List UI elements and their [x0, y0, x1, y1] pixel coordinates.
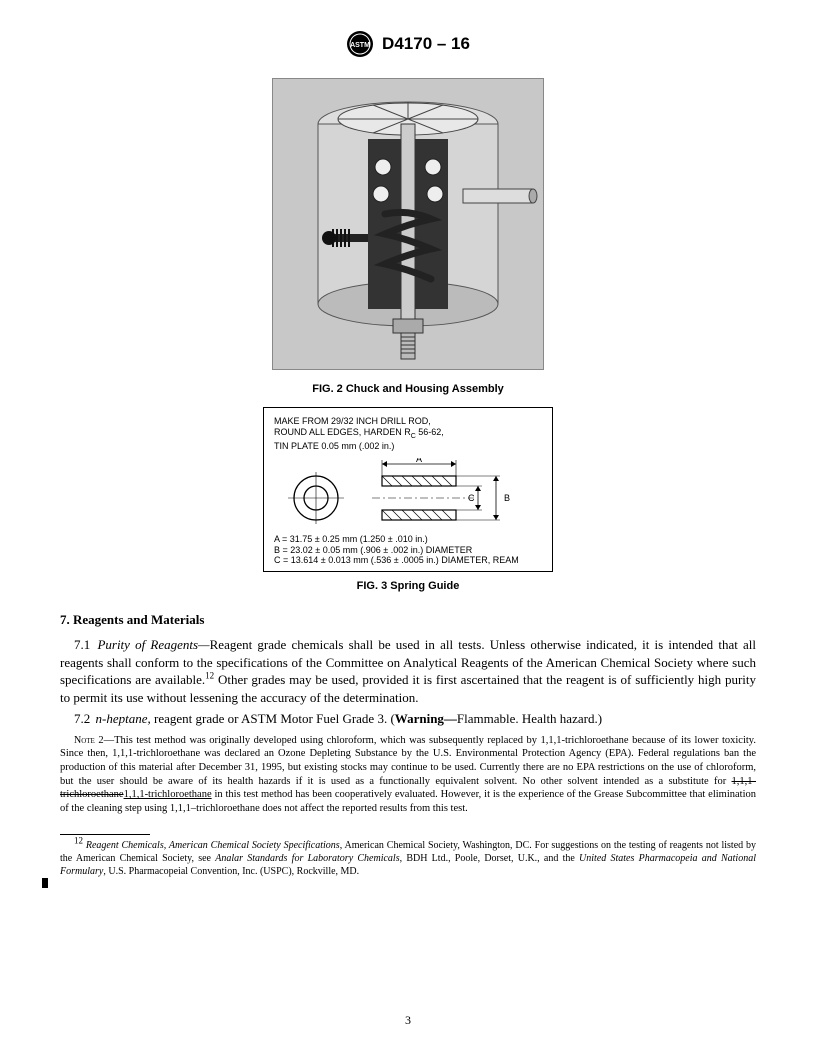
- fig3-dim-c: C = 13.614 ± 0.013 mm (.536 ± .0005 in.)…: [274, 555, 542, 566]
- fig3-dim-a: A = 31.75 ± 0.25 mm (1.250 ± .010 in.): [274, 534, 542, 545]
- fig3-note-line-2: ROUND ALL EDGES, HARDEN RC 56-62,: [274, 427, 542, 441]
- para-7-1: 7.1 Purity of Reagents—Reagent grade che…: [60, 636, 756, 706]
- redline-change-bar: [42, 878, 48, 888]
- section-7-heading: 7. Reagents and Materials: [60, 612, 756, 628]
- para-7-2: 7.2 n-heptane, reagent grade or ASTM Mot…: [60, 710, 756, 728]
- fig3-dim-b: B = 23.02 ± 0.05 mm (.906 ± .002 in.) DI…: [274, 545, 542, 556]
- svg-text:B: B: [504, 493, 510, 503]
- page-header: ASTM D4170 – 16: [60, 30, 756, 63]
- svg-text:ASTM: ASTM: [350, 42, 370, 49]
- note-2: Note 2—This test method was originally d…: [60, 734, 756, 816]
- fig3-note-line-3: TIN PLATE 0.05 mm (.002 in.): [274, 441, 542, 452]
- page-number: 3: [0, 1013, 816, 1028]
- astm-logo-icon: ASTM: [346, 30, 374, 58]
- figure-2-image: [272, 78, 544, 370]
- figure-2-caption: FIG. 2 Chuck and Housing Assembly: [60, 383, 756, 395]
- svg-text:A: A: [416, 458, 422, 464]
- figure-3-box: MAKE FROM 29/32 INCH DRILL ROD, ROUND AL…: [263, 407, 553, 572]
- figure-2: FIG. 2 Chuck and Housing Assembly: [60, 78, 756, 395]
- standard-designation: D4170 – 16: [382, 34, 470, 54]
- figure-3-caption: FIG. 3 Spring Guide: [60, 580, 756, 592]
- svg-text:C: C: [468, 493, 475, 503]
- fig3-note-line-1: MAKE FROM 29/32 INCH DRILL ROD,: [274, 416, 542, 427]
- figure-3: MAKE FROM 29/32 INCH DRILL ROD, ROUND AL…: [60, 407, 756, 592]
- figure-3-drawing: A: [274, 458, 542, 528]
- footnote-12: 12 Reagent Chemicals, American Chemical …: [60, 839, 756, 878]
